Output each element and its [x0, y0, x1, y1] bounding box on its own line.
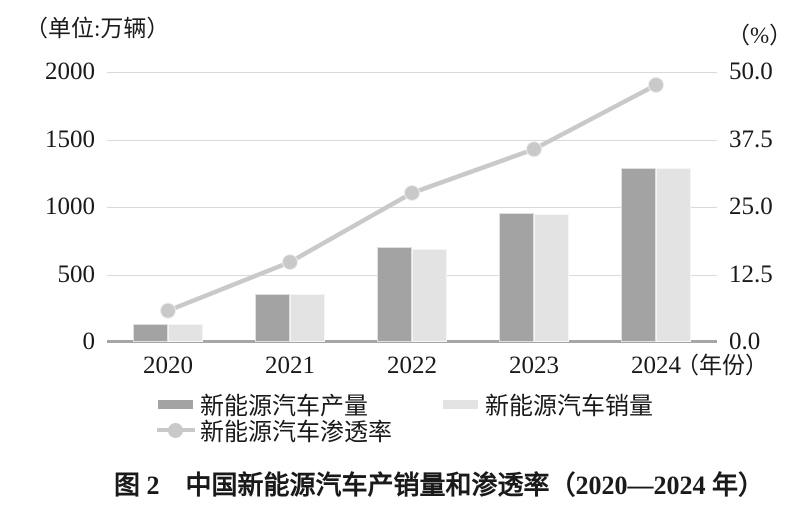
- penetration-marker: [648, 76, 664, 93]
- right-axis-tick-label: 12.5: [729, 260, 773, 288]
- bar-sales: [290, 294, 325, 342]
- gridline: [107, 139, 717, 141]
- bar-production: [133, 323, 168, 342]
- penetration-marker: [526, 141, 542, 158]
- bar-production: [621, 168, 656, 342]
- legend-marker-icon: [168, 423, 183, 438]
- bar-sales: [412, 249, 447, 342]
- right-axis-unit-label: （%）: [727, 23, 793, 48]
- bar-sales: [168, 323, 203, 342]
- penetration-marker: [160, 302, 176, 319]
- right-axis-tick-label: 50.0: [729, 58, 773, 85]
- gridline: [107, 72, 717, 73]
- left-axis-tick-label: 500: [57, 260, 96, 288]
- x-axis-tick-label: 2020: [143, 352, 193, 379]
- legend-label-sales: 新能源汽车销量: [485, 394, 653, 420]
- legend-swatch-production: [158, 400, 193, 409]
- left-axis-tick-label: 1000: [45, 193, 95, 220]
- left-axis-tick-label: 1500: [45, 125, 95, 153]
- left-axis-tick-label: 2000: [45, 58, 95, 85]
- x-axis-tick-label: 2022: [387, 352, 437, 379]
- x-axis-tick-label: 2023: [509, 352, 559, 379]
- right-axis-tick-label: 37.5: [729, 125, 773, 153]
- right-axis-tick-label: 0.0: [729, 328, 761, 355]
- legend-label-production: 新能源汽车产量: [200, 394, 368, 420]
- penetration-line-chart: [160, 76, 664, 319]
- x-axis-unit-label: （年份）: [676, 353, 768, 378]
- bar-production: [255, 294, 290, 342]
- left-axis-unit-label: （单位:万辆）: [25, 16, 170, 41]
- penetration-marker: [282, 254, 298, 271]
- bar-sales: [656, 168, 691, 342]
- penetration-marker: [404, 184, 420, 201]
- legend-swatch-sales: [443, 400, 478, 409]
- bar-sales: [534, 213, 569, 342]
- gridline: [107, 207, 717, 208]
- right-axis-tick-label: 25.0: [729, 193, 773, 220]
- x-axis-tick-label: 2021: [265, 352, 315, 379]
- legend-label-penetration: 新能源汽车渗透率: [200, 420, 392, 446]
- bar-production: [499, 212, 534, 342]
- x-axis-tick-label: 2024: [631, 352, 681, 379]
- figure-caption: 图 2 中国新能源汽车产销量和渗透率（2020—2024 年）: [114, 471, 765, 500]
- bar-production: [377, 246, 412, 342]
- left-axis-tick-label: 0: [82, 328, 96, 355]
